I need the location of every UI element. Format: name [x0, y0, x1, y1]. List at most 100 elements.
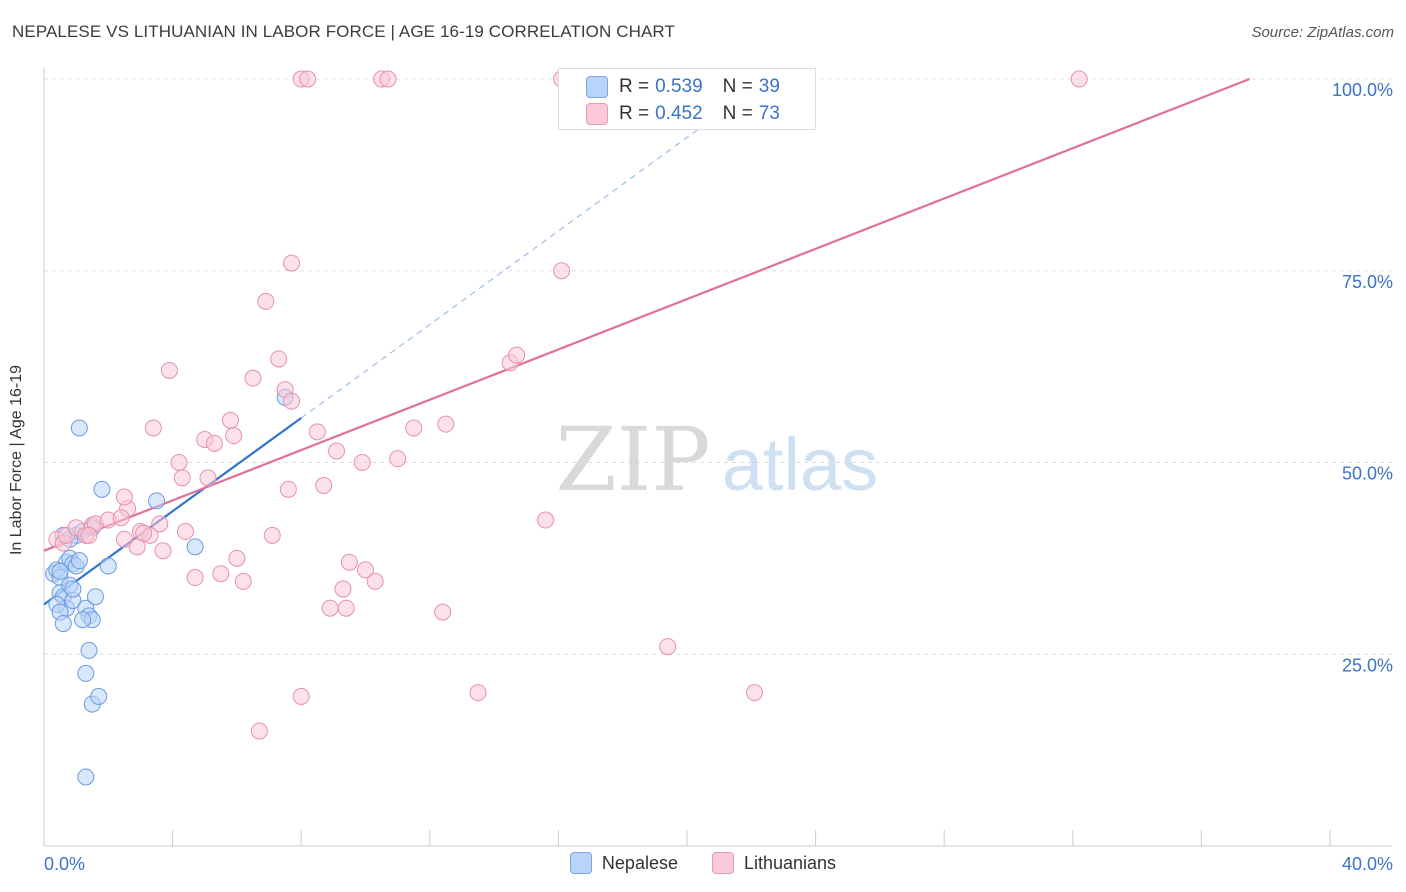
- axes: [43, 68, 1392, 847]
- r-value-lithuanians: 0.452: [655, 103, 703, 124]
- nepalese-point: [77, 664, 95, 682]
- n-label: N =: [722, 76, 753, 97]
- lithuanians-point: [221, 411, 239, 429]
- lithuanians-point: [437, 415, 455, 433]
- y-tick-label: 50.0%: [1342, 464, 1393, 484]
- trend-lines: [43, 77, 1251, 606]
- lithuanians-point: [186, 569, 204, 587]
- stats-legend: R = 0.539 N = 39 R = 0.452 N = 73: [558, 68, 816, 130]
- nepalese-trend-line: [43, 417, 302, 606]
- lithuanians-point: [283, 254, 301, 272]
- lithuanians-swatch: [711, 852, 734, 874]
- lithuanians-point: [160, 361, 178, 379]
- lithuanians-point: [379, 70, 397, 88]
- chart-title: NEPALESE VS LITHUANIAN IN LABOR FORCE | …: [12, 22, 675, 41]
- lithuanians-point: [292, 687, 310, 705]
- lithuanians-point: [176, 523, 194, 541]
- lithuanians-point: [1070, 70, 1088, 88]
- lithuanians-point: [553, 262, 571, 280]
- lithuanians-point: [746, 684, 764, 702]
- lithuanians-point: [357, 561, 374, 579]
- lithuanians-point: [250, 722, 268, 740]
- nepalese-point: [70, 419, 88, 437]
- nepalese-swatch: [586, 76, 608, 98]
- nepalese-point: [90, 687, 108, 705]
- nepalese-point: [93, 480, 111, 498]
- lithuanians-point: [659, 638, 677, 656]
- lithuanians-point: [80, 526, 98, 544]
- legend-item-nepalese[interactable]: Nepalese: [569, 852, 678, 874]
- stats-row-lithuanians: R = 0.452 N = 73: [586, 101, 780, 127]
- lithuanians-point: [366, 572, 384, 590]
- n-value-nepalese: 39: [758, 76, 780, 97]
- r-value-nepalese: 0.539: [655, 76, 703, 97]
- lithuanians-point: [315, 477, 333, 495]
- r-label: R =: [619, 103, 650, 124]
- lithuanians-point: [389, 450, 407, 468]
- legend-label-nepalese: Nepalese: [601, 852, 678, 873]
- lithuanians-point: [321, 599, 339, 617]
- lithuanians-point: [144, 419, 162, 437]
- nepalese-point: [99, 557, 117, 575]
- lithuanians-point: [270, 350, 288, 368]
- x-tick-label: 40.0%: [1342, 854, 1393, 874]
- y-tick-label: 100.0%: [1332, 80, 1393, 100]
- lithuanians-point: [151, 515, 169, 533]
- lithuanians-swatch: [586, 103, 608, 125]
- watermark: ZIP atlas: [555, 408, 878, 511]
- series-legend: Nepalese Lithuanians: [0, 852, 1406, 874]
- nepalese-point: [86, 588, 104, 606]
- lithuanians-point: [199, 469, 217, 487]
- lithuanians-point: [308, 423, 326, 441]
- nepalese-point: [148, 492, 166, 510]
- nepalese-point: [77, 768, 95, 786]
- y-axis-title: In Labor Force | Age 16-19: [8, 364, 25, 556]
- lithuanians-point: [263, 526, 281, 544]
- lithuanians-point: [283, 392, 301, 410]
- watermark-zip: ZIP: [555, 408, 710, 511]
- lithuanians-point: [225, 427, 243, 445]
- legend-label-lithuanians: Lithuanians: [743, 852, 837, 873]
- nepalese-swatch: [569, 852, 592, 874]
- n-value-lithuanians: 73: [758, 103, 780, 124]
- lithuanians-point: [405, 419, 423, 437]
- source-label: Source: ZipAtlas.com: [1251, 24, 1394, 41]
- watermark-atlas: atlas: [722, 423, 878, 506]
- nepalese-trend-extension: [300, 78, 768, 419]
- legend-item-lithuanians[interactable]: Lithuanians: [711, 852, 837, 874]
- lithuanians-point: [337, 599, 355, 617]
- lithuanians-point: [135, 524, 153, 542]
- lithuanians-point: [434, 603, 452, 621]
- data-points: [45, 70, 1088, 786]
- nepalese-point: [74, 611, 92, 629]
- lithuanians-point: [469, 684, 487, 702]
- lithuanians-point: [328, 442, 346, 460]
- lithuanians-point: [154, 542, 172, 560]
- lithuanians-point: [537, 511, 555, 529]
- lithuanians-point: [115, 488, 133, 506]
- lithuanians-point: [115, 530, 133, 548]
- nepalese-point: [51, 562, 69, 580]
- lithuanians-point: [244, 369, 262, 387]
- lithuanians-point: [234, 572, 252, 590]
- nepalese-point: [64, 580, 82, 598]
- lithuanians-point: [205, 434, 223, 452]
- grid-lines: [44, 78, 1392, 655]
- y-tick-label: 25.0%: [1342, 655, 1393, 675]
- nepalese-point: [54, 615, 72, 633]
- lithuanians-trend-line: [43, 77, 1251, 552]
- nepalese-point: [70, 552, 88, 570]
- lithuanians-point: [353, 454, 371, 471]
- lithuanians-point: [212, 565, 230, 583]
- stats-row-nepalese: R = 0.539 N = 39: [586, 74, 780, 100]
- nepalese-point: [186, 538, 204, 556]
- lithuanians-point: [508, 346, 526, 364]
- lithuanians-point: [173, 469, 191, 487]
- lithuanians-point: [299, 70, 317, 88]
- lithuanians-point: [279, 480, 297, 498]
- x-tick-label: 0.0%: [44, 854, 85, 874]
- r-label: R =: [619, 76, 650, 97]
- n-label: N =: [722, 103, 753, 124]
- lithuanians-point: [334, 580, 352, 598]
